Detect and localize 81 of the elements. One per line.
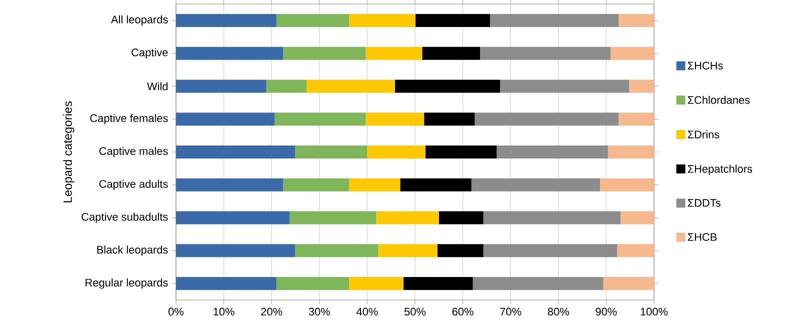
bar	[176, 277, 276, 290]
bar	[618, 112, 654, 126]
x-tick-label: 20%	[261, 308, 282, 316]
bar	[176, 178, 284, 192]
legend-label: ΣDDTs	[688, 199, 720, 207]
bar	[438, 211, 484, 224]
legend-label: ΣChlordanes	[688, 96, 750, 104]
bar	[400, 178, 472, 192]
y-axis-title: Leopard categories	[63, 101, 74, 202]
bar	[367, 146, 426, 159]
bar	[349, 178, 400, 192]
bar	[618, 14, 654, 27]
bar	[629, 80, 654, 93]
bar	[437, 244, 484, 258]
legend-label: ΣDrins	[688, 130, 720, 138]
bar	[496, 146, 608, 159]
bar	[266, 80, 306, 93]
bar	[295, 146, 368, 159]
x-tick-label: 100%	[640, 308, 668, 316]
bar	[306, 80, 395, 93]
bar	[366, 112, 424, 126]
bar	[276, 14, 350, 27]
bar	[176, 80, 266, 93]
y-tick-label: Wild	[146, 82, 168, 90]
x-tick-label: 70%	[500, 308, 522, 316]
y-tick-label: Black leopards	[97, 246, 168, 256]
x-tick-label: 10%	[214, 308, 234, 316]
bar	[471, 178, 600, 192]
x-tick-label: 0%	[168, 308, 184, 316]
legend-label: ΣHepatchlors	[688, 164, 752, 175]
y-tick-label: Captive males	[99, 146, 168, 158]
bar	[283, 178, 350, 192]
y-tick-label: Captive adults	[99, 180, 168, 190]
bar	[176, 244, 296, 258]
y-tick-label: All leopards	[110, 15, 168, 26]
bar	[176, 14, 276, 27]
bar	[617, 244, 654, 258]
bar	[176, 211, 290, 224]
bar	[176, 112, 274, 126]
bar	[610, 46, 654, 60]
bar	[422, 46, 480, 60]
bar	[349, 277, 404, 290]
bar	[274, 112, 366, 126]
bar	[376, 211, 439, 224]
bar	[483, 244, 618, 258]
x-tick-label: 30%	[308, 308, 330, 316]
bar	[474, 112, 619, 126]
x-tick-label: 90%	[596, 308, 617, 316]
bar	[295, 244, 378, 258]
bar	[404, 277, 473, 290]
bar	[378, 244, 438, 258]
x-tick-label: 50%	[404, 308, 426, 316]
bar	[600, 178, 654, 192]
bar	[176, 146, 296, 159]
bar	[290, 211, 376, 224]
x-tick-label: 40%	[356, 308, 378, 316]
legend-label: ΣHCB	[688, 233, 717, 241]
bar	[176, 46, 284, 60]
bar	[500, 80, 630, 93]
y-tick-label: Captive subadults	[82, 212, 168, 223]
bar	[415, 14, 490, 27]
bar	[349, 14, 416, 27]
bar	[608, 146, 654, 159]
bar	[483, 211, 621, 224]
bar	[424, 112, 475, 126]
bar	[394, 80, 500, 93]
y-tick-label: Regular leopards	[86, 278, 168, 289]
bar	[490, 14, 619, 27]
legend-label: ΣHCHs	[688, 62, 723, 70]
x-tick-label: 60%	[452, 308, 474, 316]
bar	[480, 46, 611, 60]
bar	[603, 277, 654, 290]
bar	[366, 46, 422, 60]
bar	[276, 277, 350, 290]
bar	[620, 211, 654, 224]
bar	[426, 146, 497, 159]
y-tick-label: Captive	[132, 48, 168, 58]
bar	[283, 46, 366, 60]
x-tick-label: 80%	[548, 308, 569, 316]
bar	[472, 277, 604, 290]
y-tick-label: Captive females	[90, 114, 168, 124]
